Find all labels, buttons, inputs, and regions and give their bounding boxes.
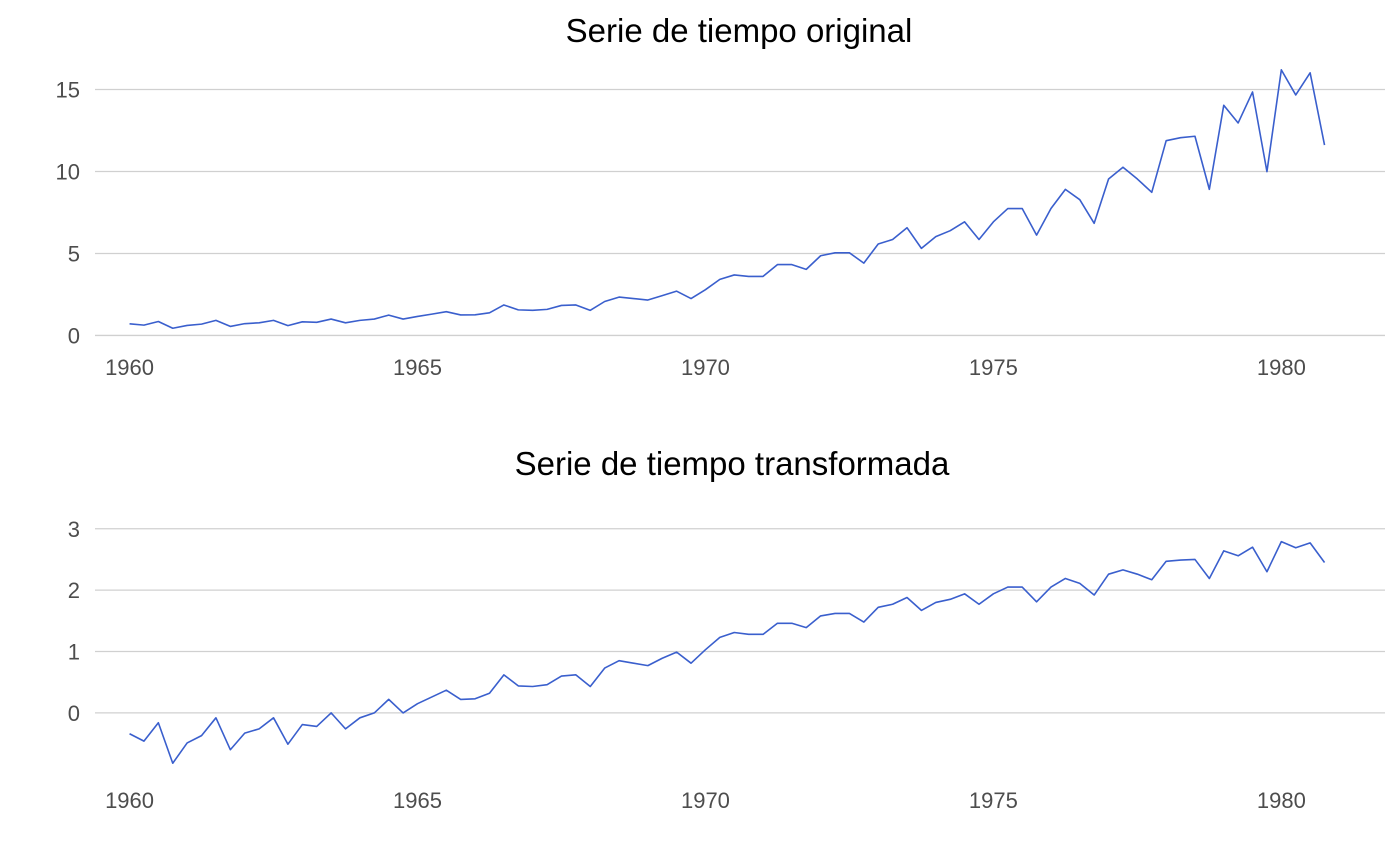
transformed-x-tick-label: 1965 — [393, 788, 442, 813]
transformed-series-line — [129, 540, 1326, 765]
transformed-x-tick-label: 1980 — [1257, 788, 1306, 813]
transformed-y-tick-label: 3 — [68, 517, 80, 542]
original-y-tick-label: 15 — [56, 78, 80, 103]
original-series-line — [129, 69, 1326, 330]
panel-original: Serie de tiempo original 0 5 10 15 1960 1965 1… — [56, 12, 1385, 380]
original-x-tick-label: 1960 — [105, 355, 154, 380]
original-x-tick-label: 1980 — [1257, 355, 1306, 380]
chart-title-transformed: Serie de tiempo transformada — [515, 445, 950, 482]
transformed-y-tick-label: 2 — [68, 578, 80, 603]
original-x-tick-label: 1965 — [393, 355, 442, 380]
chart-title-original: Serie de tiempo original — [566, 12, 913, 49]
original-y-tick-label: 0 — [68, 323, 80, 348]
original-y-tick-label: 10 — [56, 159, 80, 184]
transformed-x-tick-label: 1970 — [681, 788, 730, 813]
transformed-y-tick-label: 0 — [68, 701, 80, 726]
panel-transformed: Serie de tiempo transformada 0 1 2 3 1960 196… — [68, 445, 1385, 813]
original-y-tick-label: 5 — [68, 241, 80, 266]
original-x-tick-label: 1970 — [681, 355, 730, 380]
transformed-y-tick-label: 1 — [68, 640, 80, 665]
original-x-tick-label: 1975 — [969, 355, 1018, 380]
transformed-x-tick-label: 1960 — [105, 788, 154, 813]
transformed-x-tick-label: 1975 — [969, 788, 1018, 813]
